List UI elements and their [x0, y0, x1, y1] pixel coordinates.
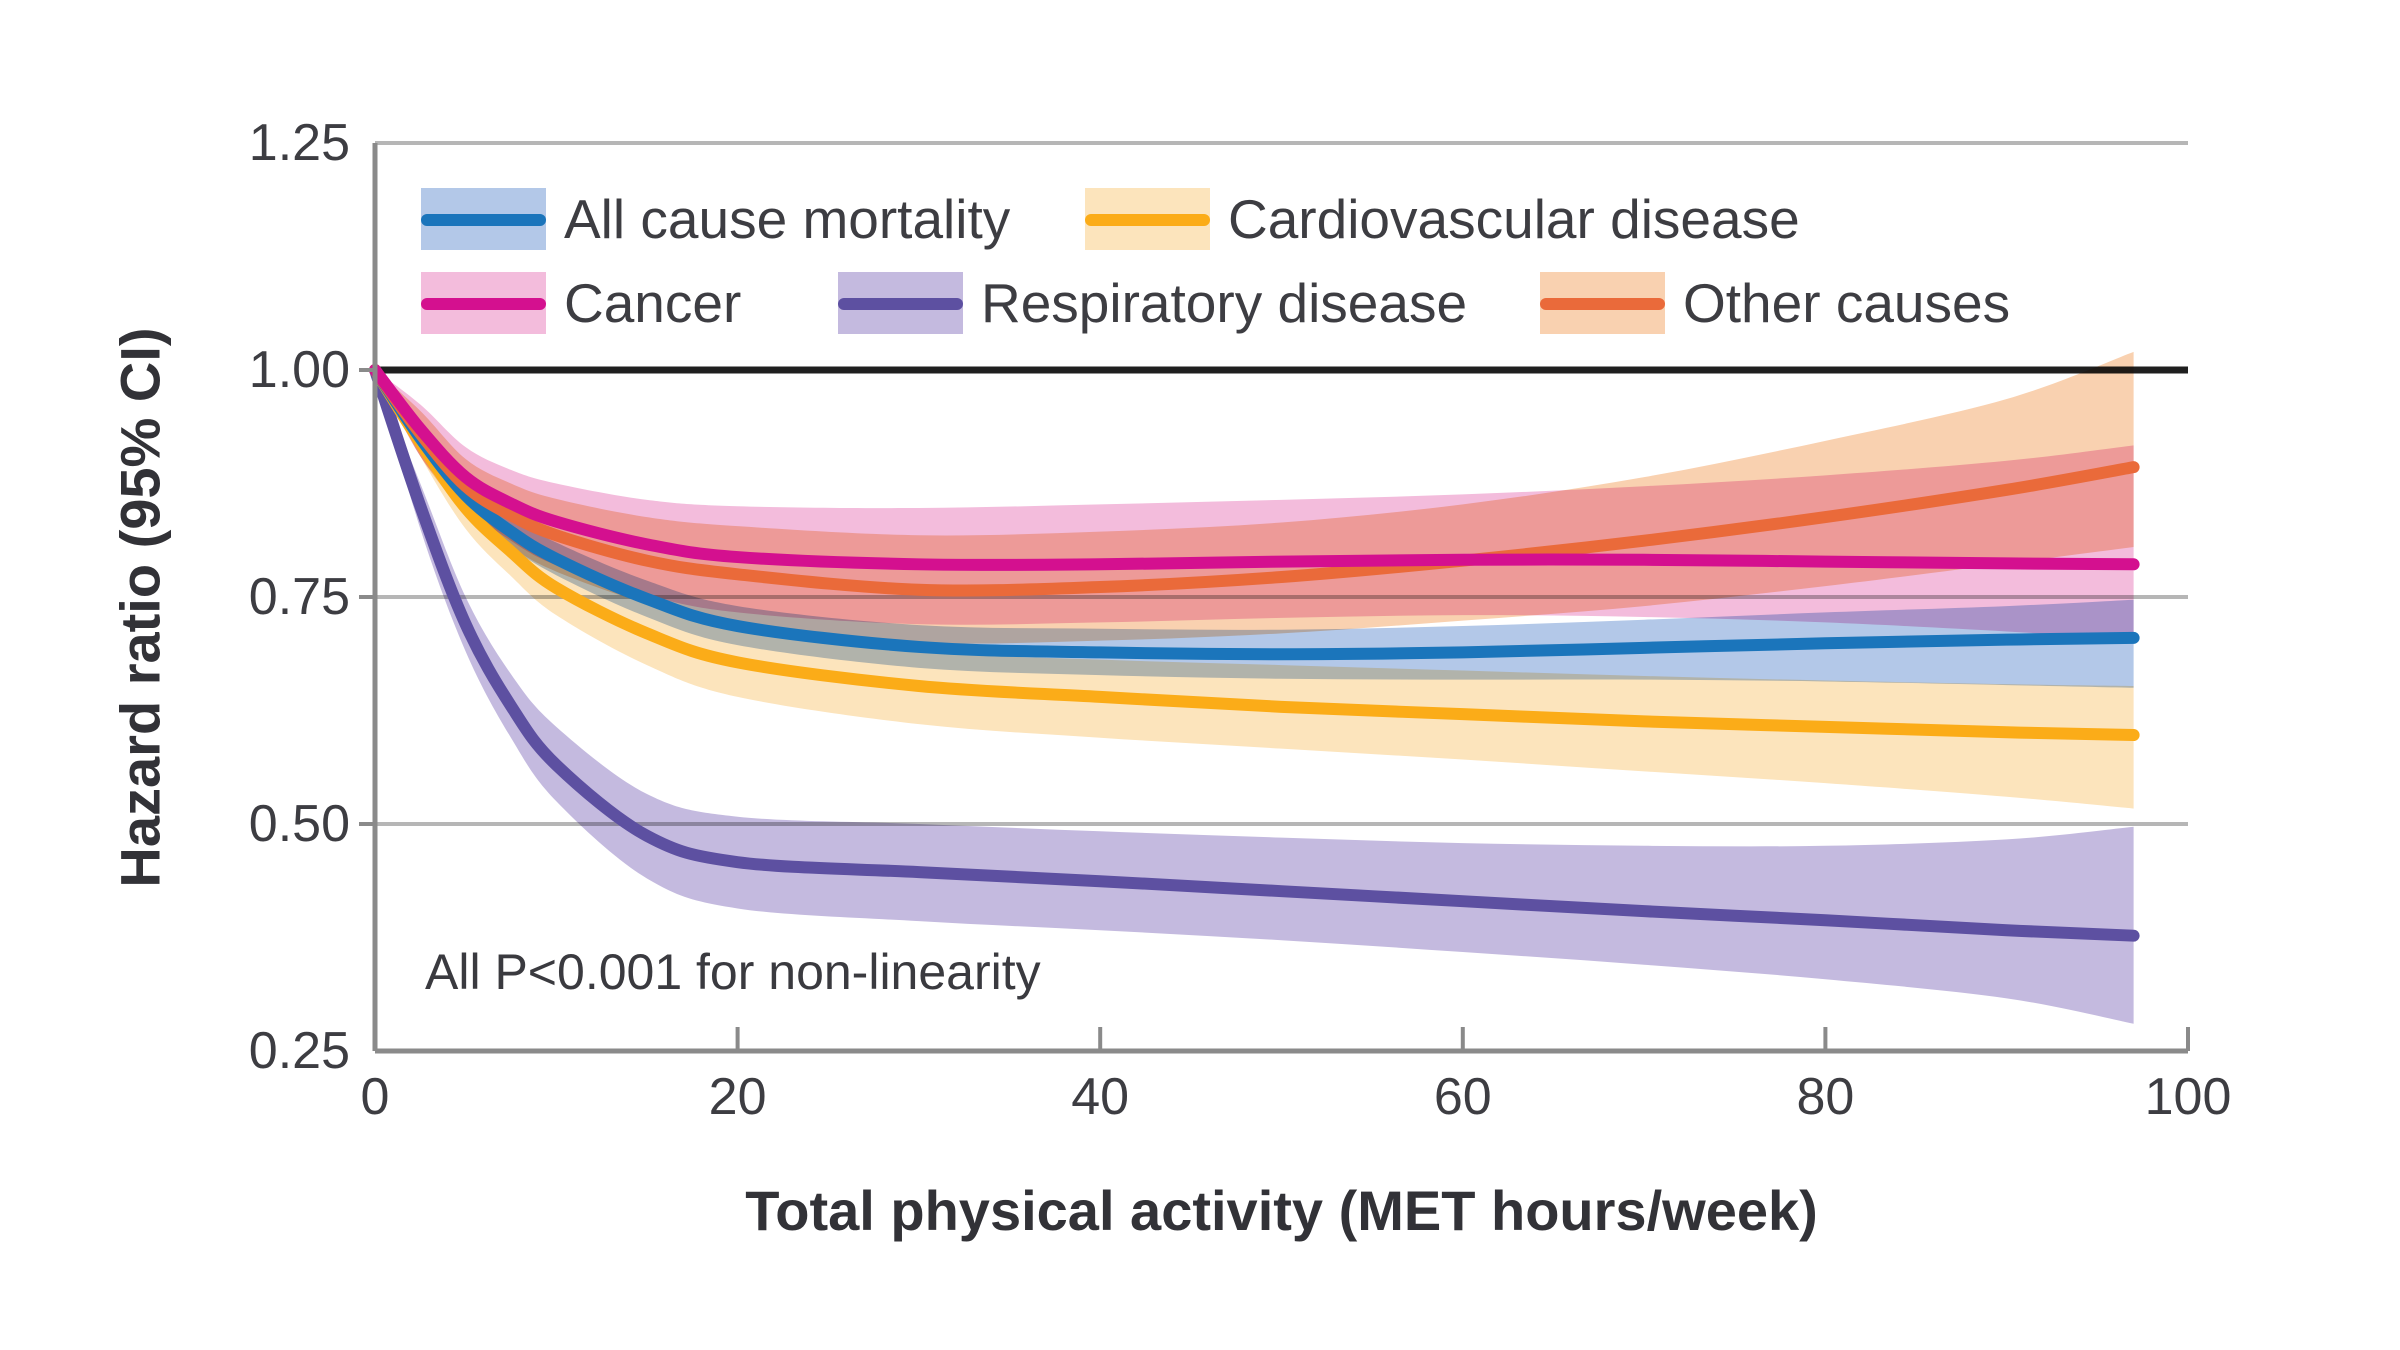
y-tick-label: 1.00	[248, 341, 350, 399]
y-tick-label: 0.75	[248, 568, 350, 626]
series-line-other-causes	[369, 364, 2140, 597]
x-tick-label: 40	[1071, 1068, 1130, 1126]
x-tick-label: 100	[2144, 1068, 2232, 1126]
y-tick-label: 0.50	[248, 795, 350, 853]
nonlinearity-annotation: All P<0.001 for non-linearity	[425, 944, 1041, 1000]
legend-swatch-cardiovascular-disease	[1085, 188, 1210, 250]
series-line-respiratory-disease	[369, 364, 2140, 942]
series-line-cardiovascular-disease	[369, 364, 2140, 742]
x-axis-title: Total physical activity (MET hours/week)	[745, 1179, 1818, 1242]
legend-swatch-cancer	[421, 272, 546, 334]
legend-line-swatch	[838, 298, 963, 310]
legend-label-all-cause-mortality: All cause mortality	[564, 188, 1011, 250]
y-tick-label: 0.25	[248, 1022, 350, 1080]
legend-line-swatch	[421, 298, 546, 310]
legend-label-cancer: Cancer	[564, 272, 742, 334]
legend-label-other-causes: Other causes	[1683, 272, 2011, 334]
legend-line-swatch	[1085, 214, 1210, 226]
legend-label-respiratory-disease: Respiratory disease	[981, 272, 1468, 334]
x-tick-label: 20	[708, 1068, 767, 1126]
legend-line-swatch	[1540, 298, 1665, 310]
legend-line-swatch	[421, 214, 546, 226]
series-band-respiratory-disease	[375, 370, 2134, 1024]
series-band-all-cause-mortality	[375, 370, 2134, 688]
legend-swatch-other-causes	[1540, 272, 1665, 334]
legend-swatch-respiratory-disease	[838, 272, 963, 334]
series-line-all-cause-mortality	[369, 364, 2140, 661]
x-tick-label: 60	[1433, 1068, 1492, 1126]
series-line-cancer	[369, 364, 2140, 571]
legend-label-cardiovascular-disease: Cardiovascular disease	[1228, 188, 1800, 250]
y-axis-title: Hazard ratio (95% CI)	[108, 327, 172, 888]
series-band-cardiovascular-disease	[375, 370, 2134, 809]
legend-swatch-all-cause-mortality	[421, 188, 546, 250]
x-tick-label: 0	[360, 1068, 390, 1126]
series-band-other-causes	[375, 351, 2134, 644]
y-tick-label: 1.25	[248, 114, 350, 172]
x-tick-label: 80	[1796, 1068, 1855, 1126]
